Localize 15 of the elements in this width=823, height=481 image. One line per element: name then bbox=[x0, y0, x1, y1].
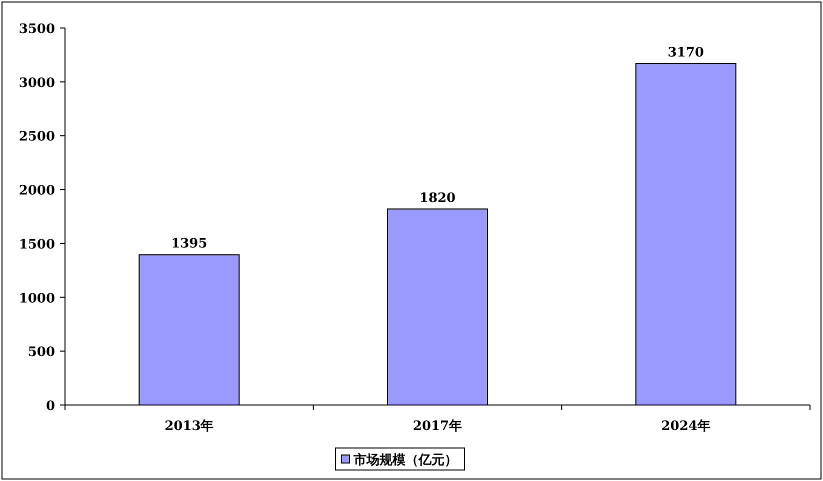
x-tick-label: 2017年 bbox=[412, 419, 462, 434]
y-tick-label: 0 bbox=[46, 399, 55, 414]
y-tick-label: 2500 bbox=[18, 130, 55, 145]
y-tick-label: 2000 bbox=[18, 184, 55, 199]
data-label: 3170 bbox=[668, 46, 704, 61]
data-label: 1395 bbox=[171, 236, 208, 252]
y-tick-label: 1500 bbox=[18, 237, 55, 252]
y-tick-label: 1000 bbox=[18, 291, 55, 306]
x-tick-label: 2013年 bbox=[164, 419, 214, 434]
x-tick-label: 2024年 bbox=[661, 419, 710, 434]
data-label: 1820 bbox=[419, 190, 456, 206]
y-tick-label: 3000 bbox=[18, 76, 55, 91]
y-tick-label: 3500 bbox=[18, 22, 55, 37]
legend-label: 市场规模（亿元） bbox=[352, 452, 458, 468]
y-tick-label: 500 bbox=[28, 345, 55, 360]
